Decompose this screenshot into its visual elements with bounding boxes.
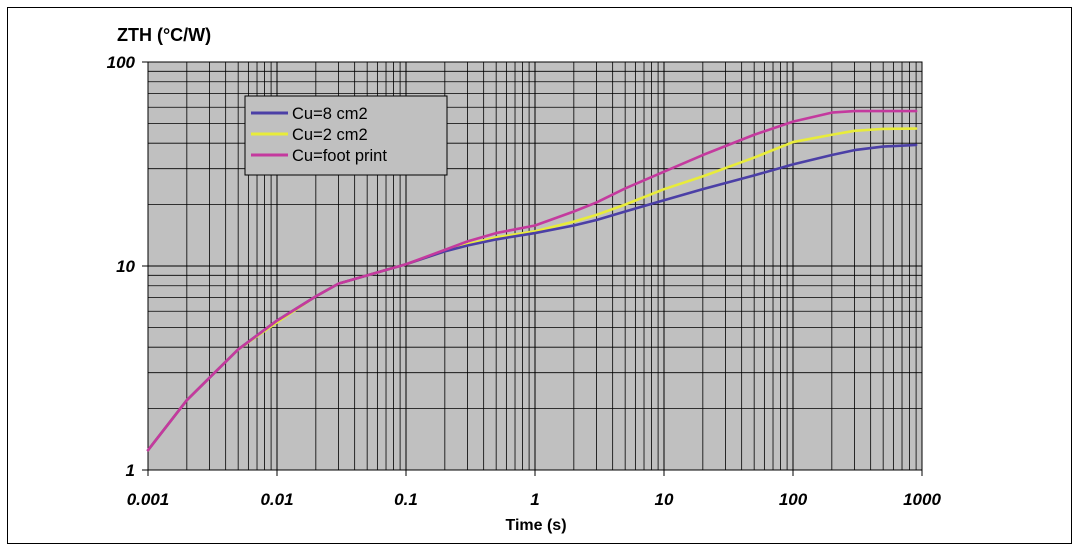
tick-labels: 0.001 0.01 0.1 1 10 100 1000 1 10 100 <box>107 53 942 509</box>
y-tick-label: 100 <box>107 53 136 72</box>
x-tick-label: 1 <box>530 490 539 509</box>
legend-items: Cu=8 cm2 Cu=2 cm2 Cu=foot print <box>251 105 387 165</box>
x-tick-label: 0.001 <box>127 490 170 509</box>
legend-label-1: Cu=8 cm2 <box>292 105 368 123</box>
series-line-3 <box>146 109 918 452</box>
y-tick-label: 1 <box>126 461 135 480</box>
x-tick-label: 10 <box>655 490 674 509</box>
y-tick-label: 10 <box>116 257 135 276</box>
legend-label-3: Cu=foot print <box>292 147 387 165</box>
x-tick-label: 100 <box>779 490 808 509</box>
x-tick-label: 0.01 <box>260 490 293 509</box>
x-tick-label: 1000 <box>903 490 941 509</box>
x-axis-label: Time (s) <box>505 517 566 534</box>
legend: Cu=8 cm2 Cu=2 cm2 Cu=foot print <box>244 95 448 176</box>
x-tick-label: 0.1 <box>394 490 418 509</box>
legend-label-2: Cu=2 cm2 <box>292 126 368 144</box>
y-axis-label: ZTH (°C/W) <box>117 25 211 45</box>
series-layer <box>146 109 918 452</box>
